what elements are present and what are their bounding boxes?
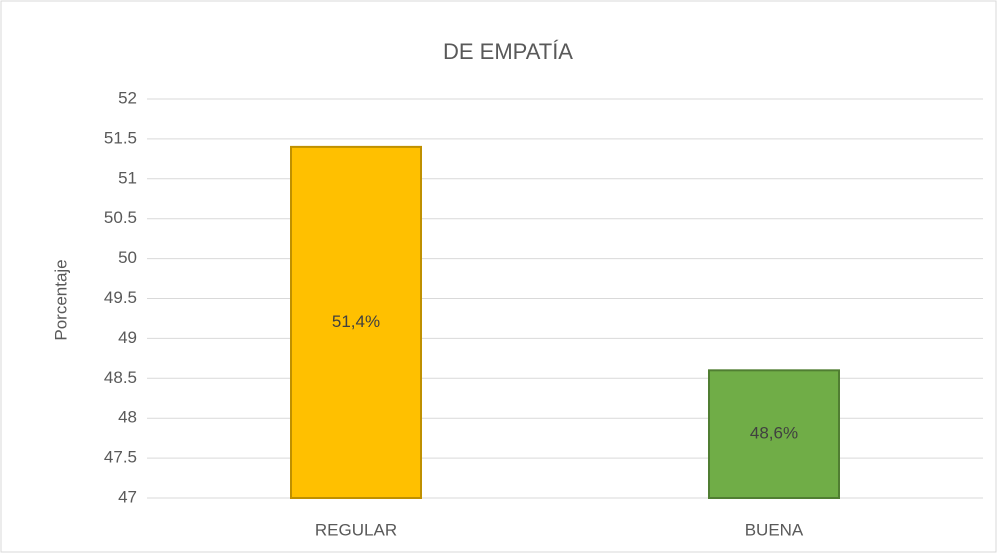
y-tick-label: 50 <box>118 248 137 267</box>
y-tick-label: 48.5 <box>104 368 137 387</box>
y-tick-label: 52 <box>118 88 137 107</box>
y-tick-label: 49.5 <box>104 288 137 307</box>
value-label: 48,6% <box>750 424 798 443</box>
x-tick-label: REGULAR <box>315 520 397 539</box>
value-label: 51,4% <box>332 312 380 331</box>
y-tick-label: 49 <box>118 328 137 347</box>
y-tick-label: 51 <box>118 168 137 187</box>
y-tick-label: 47 <box>118 487 137 506</box>
y-tick-label: 48 <box>118 408 137 427</box>
bar <box>708 369 840 500</box>
x-tick-label: BUENA <box>745 520 804 539</box>
bar <box>290 145 422 499</box>
y-tick-label: 51.5 <box>104 128 137 147</box>
y-tick-label: 47.5 <box>104 448 137 467</box>
chart-title: DE EMPATÍA <box>443 39 573 64</box>
y-tick-label: 50.5 <box>104 208 137 227</box>
y-axis-label: Porcentaje <box>51 259 70 340</box>
